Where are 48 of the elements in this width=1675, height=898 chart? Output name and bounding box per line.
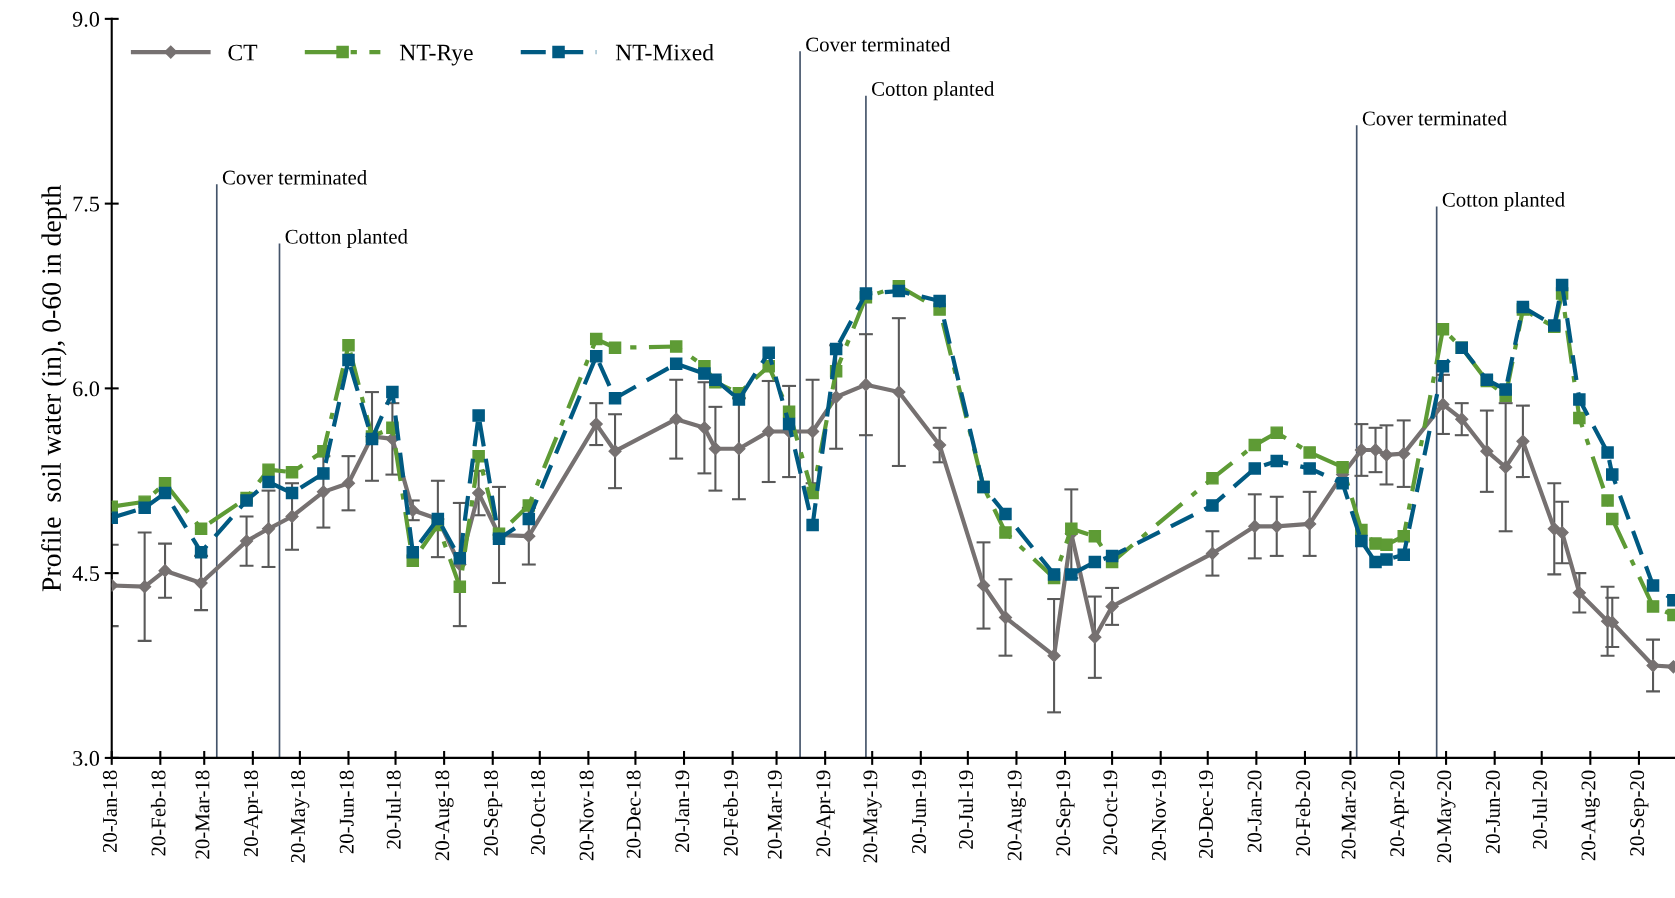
legend-label: NT-Mixed — [615, 43, 714, 61]
x-tick-label: 20-Jan-20 — [1247, 770, 1262, 853]
x-tick-label: 20-Sep-20 — [1630, 770, 1649, 856]
ref-line-label: Cover terminated — [806, 36, 951, 52]
x-tick-label: 20-Jul-20 — [1532, 770, 1547, 849]
x-tick-label: 20-Jan-19 — [675, 770, 690, 853]
legend-label: NT-Rye — [399, 44, 473, 66]
y-tick-label: 7.5 — [73, 196, 100, 212]
x-tick-label: 20-Jun-18 — [339, 770, 354, 854]
y-tick-label: 9.0 — [72, 11, 100, 27]
ref-line-label: Cotton planted — [871, 81, 995, 101]
x-tick-label: 20-Oct-19 — [1103, 770, 1118, 855]
x-tick-label: 20-Mar-20 — [1341, 770, 1356, 859]
x-tick-label: 20-Nov-19 — [1151, 770, 1166, 861]
x-tick-label: 20-Mar-19 — [767, 770, 782, 859]
ref-line-label: Cotton planted — [1442, 192, 1565, 212]
x-tick-label: 20-Jun-20 — [1485, 770, 1500, 854]
y-tick-label: 6.0 — [73, 381, 100, 397]
x-tick-label: 20-Jun-19 — [911, 770, 927, 854]
x-tick-label: 20-Sep-19 — [1056, 770, 1075, 856]
x-tick-label: 20-Nov-18 — [579, 770, 594, 861]
ref-line-label: Cotton planted — [285, 229, 408, 248]
ref-line-label: Cover terminated — [1362, 110, 1507, 126]
y-axis-title: Profile soil water (in), 0-60 in depth — [41, 185, 67, 592]
x-tick-label: 20-May-19 — [863, 770, 882, 863]
x-tick-label: 20-Jan-18 — [102, 770, 117, 853]
x-tick-label: 20-Mar-18 — [195, 770, 210, 859]
x-tick-label: 20-Dec-18 — [626, 770, 641, 858]
x-tick-label: 20-Oct-18 — [530, 770, 545, 855]
y-tick-label: 3.0 — [73, 750, 100, 766]
x-tick-label: 20-May-18 — [290, 770, 310, 863]
x-tick-label: 20-Dec-19 — [1198, 770, 1213, 858]
x-tick-label: 20-Jul-19 — [958, 770, 974, 849]
x-tick-label: 20-Apr-20 — [1390, 770, 1409, 857]
x-tick-label: 20-Jul-18 — [386, 770, 401, 849]
x-tick-label: 20-Feb-19 — [723, 770, 738, 856]
x-tick-label: 20-Aug-20 — [1581, 770, 1600, 861]
x-tick-label: 20-Feb-18 — [150, 770, 166, 856]
ref-line-label: Cover terminated — [222, 169, 367, 185]
x-tick-label: 20-Aug-19 — [1007, 770, 1026, 861]
x-tick-label: 20-Feb-20 — [1295, 770, 1311, 856]
x-tick-label: 20-May-20 — [1437, 770, 1456, 863]
x-tick-label: 20-Apr-18 — [244, 770, 263, 857]
legend-label: CT — [228, 44, 258, 61]
x-tick-label: 20-Sep-18 — [483, 770, 503, 856]
y-tick-label: 4.5 — [72, 566, 100, 582]
x-tick-label: 20-Apr-19 — [816, 770, 835, 857]
x-tick-label: 20-Aug-18 — [435, 770, 454, 861]
